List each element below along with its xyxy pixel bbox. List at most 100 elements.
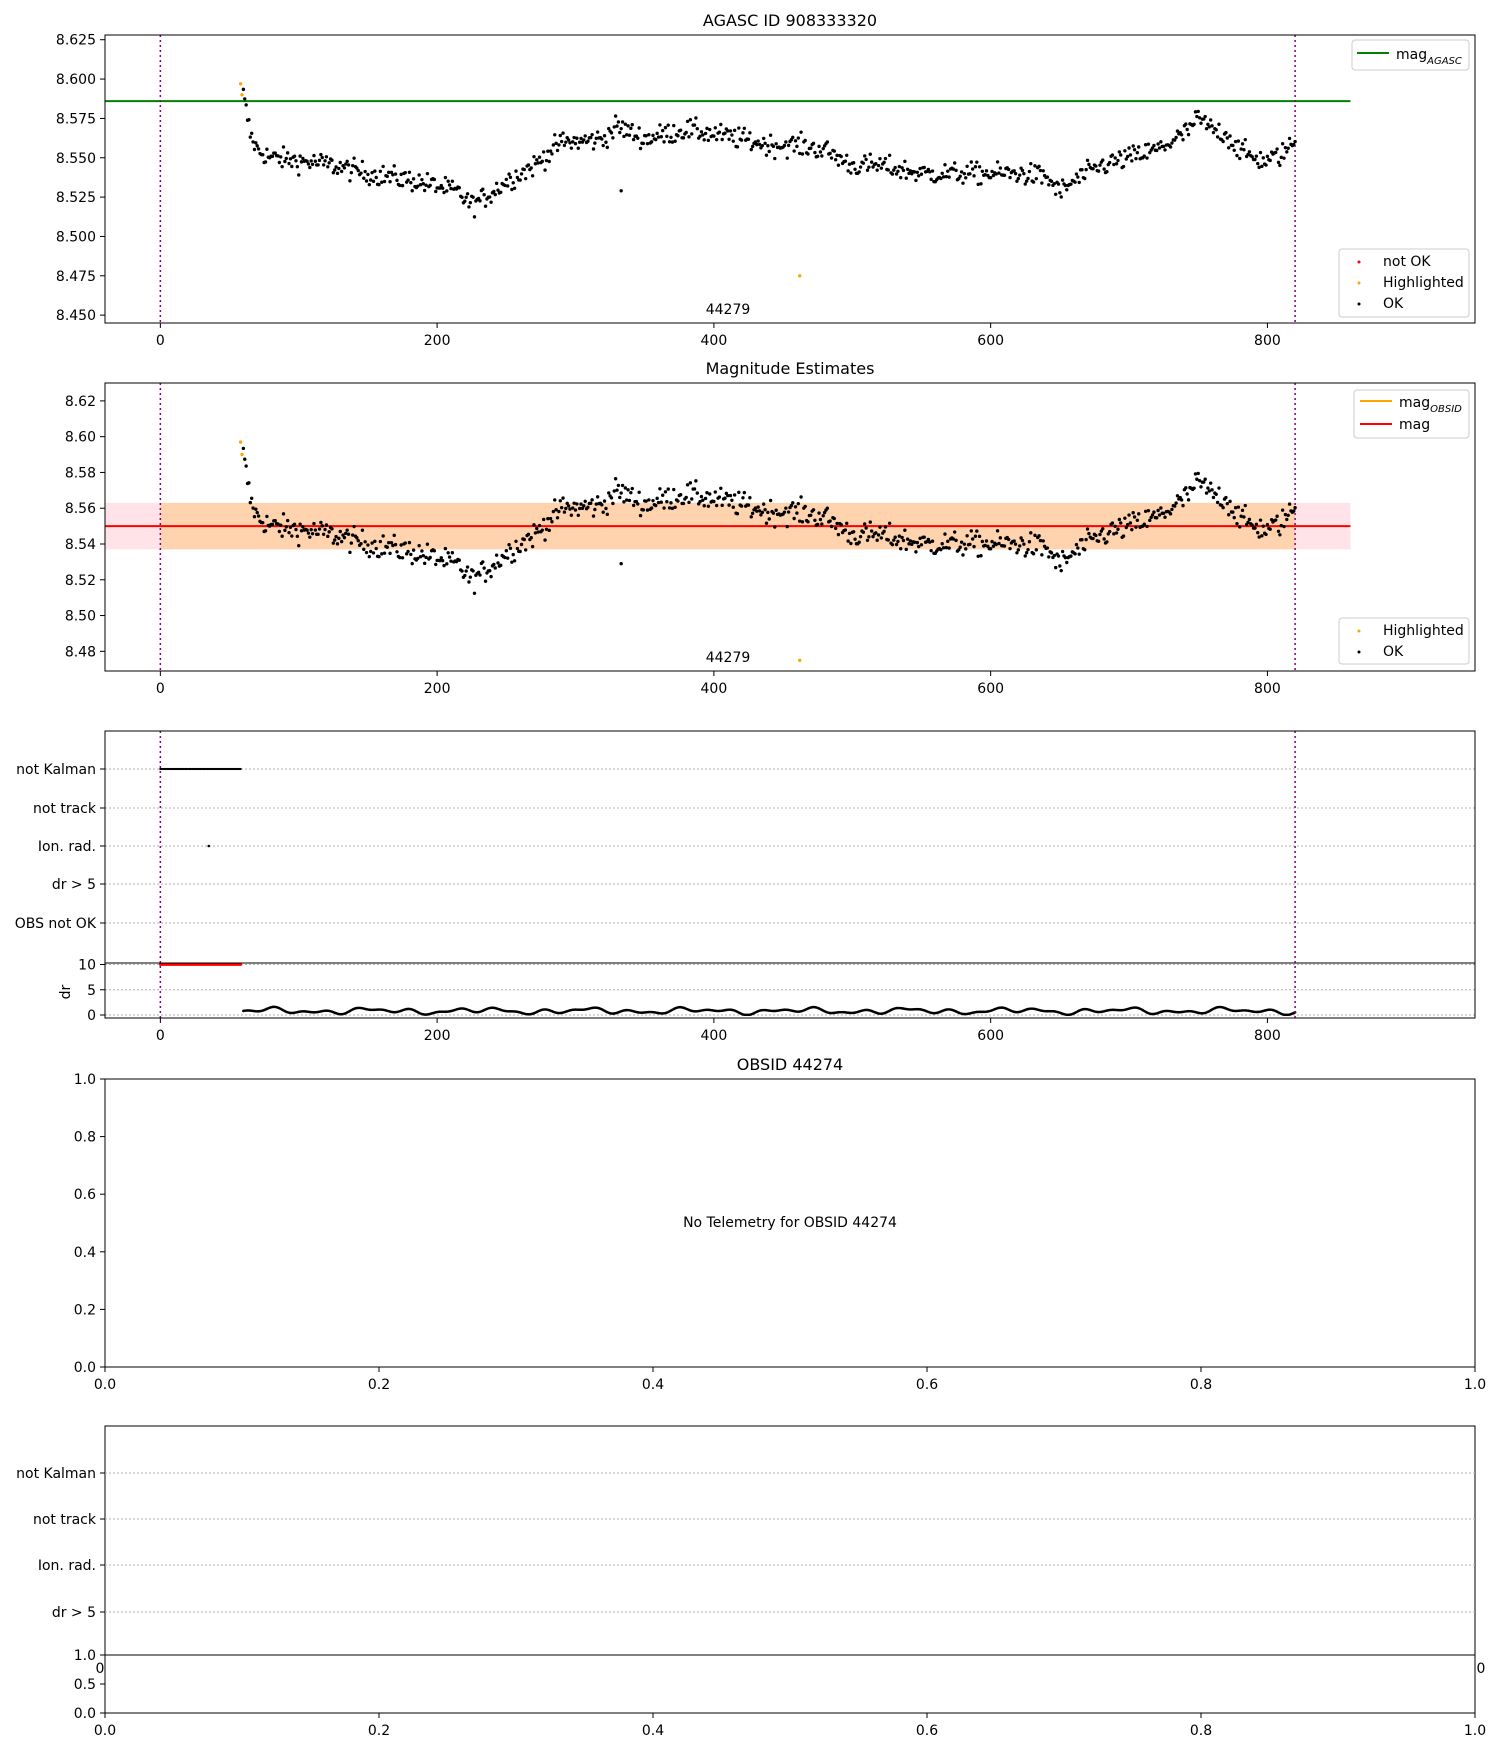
data-point-ok (629, 490, 633, 495)
data-point-ok (510, 560, 514, 564)
data-point-ok (623, 486, 628, 490)
data-point-ok (331, 171, 336, 175)
data-point-ok (663, 125, 668, 130)
data-point-ok (1208, 481, 1213, 485)
data-point-ok (1060, 549, 1065, 554)
data-point-ok (1127, 146, 1131, 150)
data-point-ok (901, 538, 906, 543)
data-point-ok (726, 129, 730, 133)
data-point-ok (1236, 505, 1241, 509)
data-point-ok (391, 543, 395, 548)
data-point-ok (1196, 471, 1200, 476)
data-point-ok (1170, 507, 1174, 512)
data-point-ok (386, 540, 391, 545)
data-point-ok (382, 551, 387, 555)
data-point-ok (1105, 169, 1109, 174)
y-tick-label: 8.62 (65, 394, 96, 410)
data-point-ok (695, 491, 699, 495)
data-point-ok (407, 540, 412, 545)
data-point-ok (727, 503, 731, 507)
data-point-ok (1268, 158, 1272, 163)
data-point-ok (649, 140, 654, 144)
data-point-ok (411, 548, 416, 552)
data-point-ok (983, 173, 987, 177)
data-point-ok (348, 179, 352, 183)
data-point-ok (600, 503, 604, 507)
data-point-ok (1040, 181, 1044, 185)
x-tick-label: 0.8 (1190, 1723, 1212, 1739)
panel2-legend-top: magOBSID mag (1353, 389, 1470, 439)
data-point-ok (763, 141, 767, 145)
data-point-ok (717, 495, 722, 499)
data-point-ok (990, 539, 994, 544)
data-point-ok (1217, 486, 1221, 490)
data-point-ok (714, 137, 719, 142)
data-point-ok (514, 169, 518, 173)
data-point-ok (508, 175, 513, 180)
x-tick-label: 0.2 (368, 1377, 390, 1393)
data-point-ok (400, 183, 405, 188)
data-point-ok (1184, 122, 1188, 126)
data-point-ok (287, 530, 291, 535)
panel4-y-ticks: 0.0 0.2 0.4 0.6 0.8 1.0 (74, 1072, 105, 1376)
data-point-ok (782, 510, 787, 514)
panel2-x-ticks: 0 200 400 600 800 (156, 671, 1281, 697)
data-point-ok (320, 524, 324, 528)
data-point-ok (1128, 153, 1133, 157)
data-point-ok (944, 545, 949, 550)
data-point-ok (681, 501, 686, 506)
data-point-ok (377, 554, 381, 559)
y-tick-label: 8.50 (65, 609, 96, 625)
data-point-ok (766, 143, 770, 148)
data-point-ok (450, 179, 455, 183)
data-point-ok (1077, 552, 1081, 556)
data-point-ok (604, 140, 608, 144)
data-point-ok (706, 138, 711, 143)
data-point-ok (505, 184, 510, 188)
data-point-ok (991, 544, 996, 548)
data-point-ok (954, 168, 958, 173)
data-point-ok (316, 163, 320, 167)
data-point-ok (719, 486, 723, 491)
data-point-ok (1257, 535, 1261, 539)
data-point-ok (626, 488, 630, 492)
y-tick-label: 8.52 (65, 573, 96, 589)
data-point-ok (1283, 512, 1288, 517)
data-point-ok (669, 135, 673, 140)
data-point-ok (846, 169, 850, 173)
data-point-ok (1024, 179, 1029, 183)
data-point-ok (323, 159, 327, 163)
data-point-ok (254, 141, 258, 145)
data-point-ok (959, 540, 964, 544)
data-point-ok (380, 180, 384, 184)
data-point-ok (1235, 521, 1239, 526)
panel1-plot-area (105, 35, 1351, 323)
data-point-ok (335, 171, 340, 176)
data-point-ok (428, 555, 432, 560)
data-point-ok (977, 534, 982, 539)
data-point-ok (482, 192, 486, 197)
data-point-ok (319, 152, 323, 157)
data-point-ok (339, 539, 344, 544)
data-point-ok (638, 513, 643, 518)
data-point-ok (654, 503, 658, 508)
y-tick-label: 1.0 (74, 1648, 96, 1664)
data-point-ok (861, 530, 866, 534)
data-point-ok (666, 487, 670, 491)
data-point-ok (321, 163, 326, 167)
data-point-ok (273, 519, 277, 523)
data-point-ok (742, 490, 747, 495)
data-point-ok (958, 545, 962, 549)
data-point-ok (1040, 553, 1044, 557)
data-point-ok (1047, 555, 1051, 559)
data-point-ok (817, 144, 821, 149)
data-point-ok (562, 510, 567, 514)
data-point-ok (712, 499, 716, 504)
data-point-ok (1117, 517, 1122, 522)
data-point-ok (1026, 547, 1030, 552)
data-point-ok (1074, 542, 1079, 547)
data-point-ok (962, 171, 967, 176)
data-point-ok (1113, 524, 1117, 528)
data-point-ok (1279, 523, 1283, 528)
data-point-ok (905, 167, 910, 171)
